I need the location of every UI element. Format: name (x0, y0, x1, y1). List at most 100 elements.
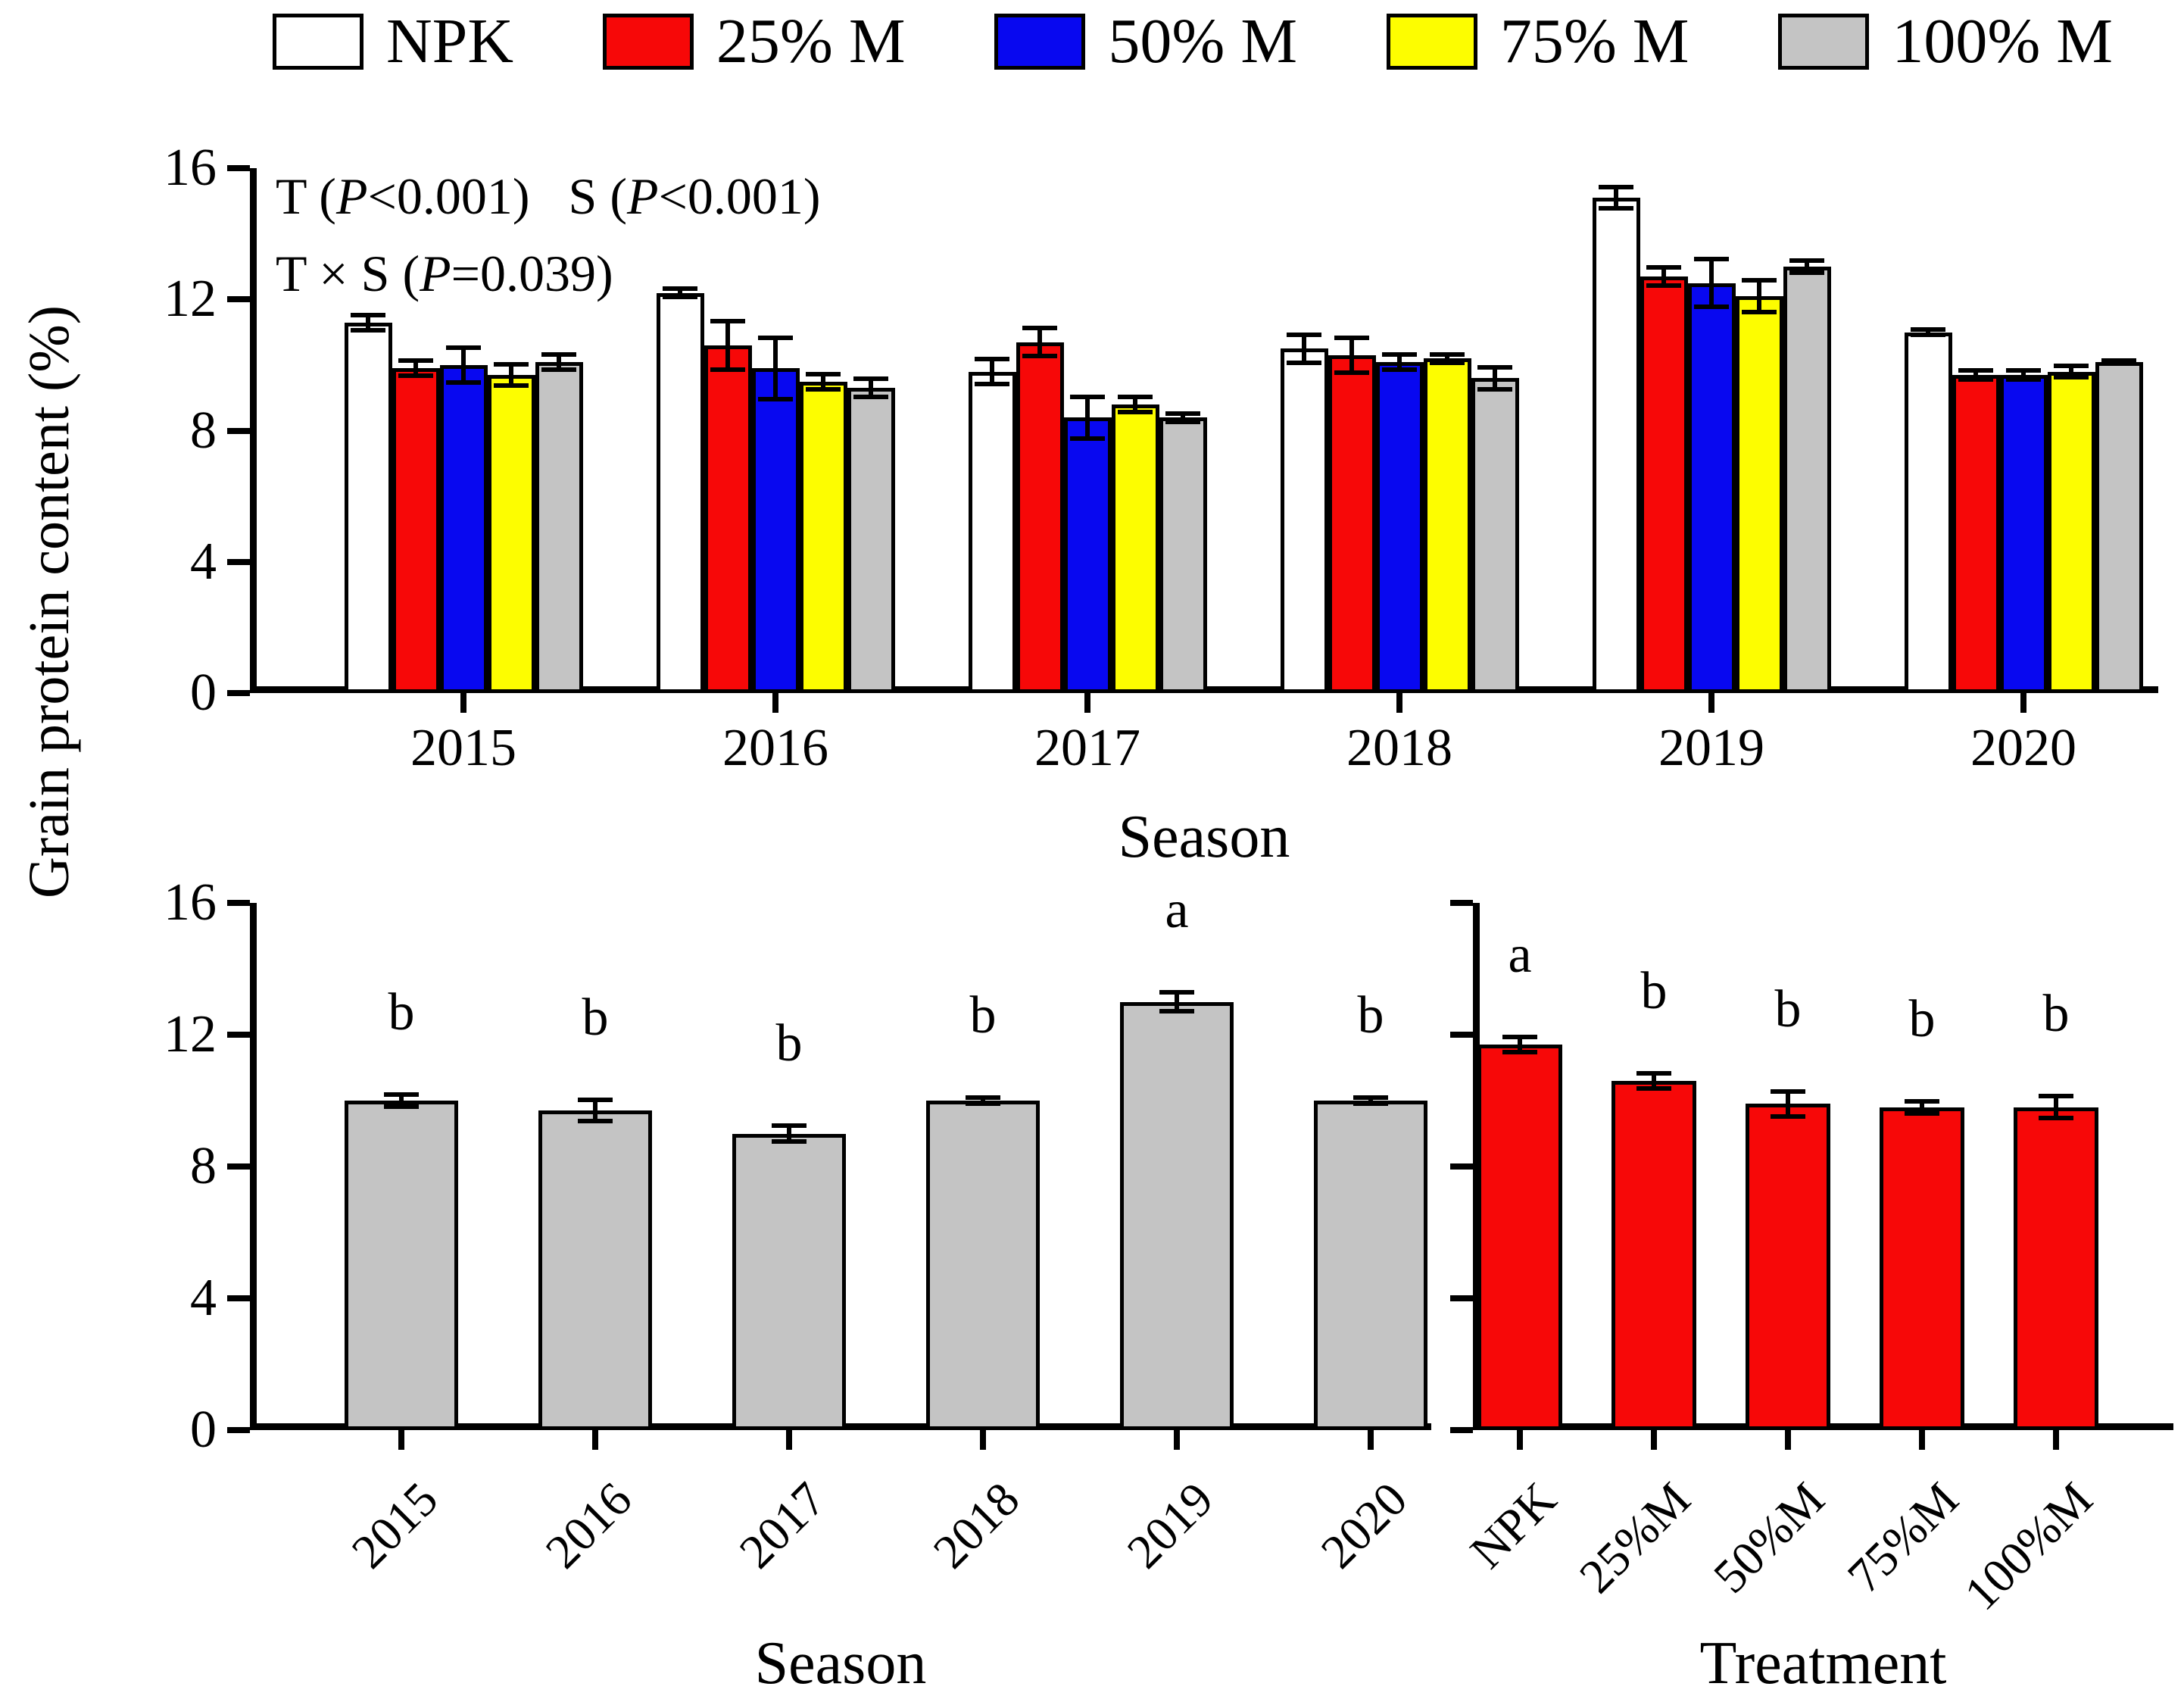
error-bar-line (2054, 1094, 2058, 1121)
error-bar (1502, 1035, 1537, 1055)
bar-season-means-2015 (345, 1101, 458, 1430)
error-bar-cap-bottom (1118, 409, 1153, 414)
error-bar-cap-top (1905, 1098, 1939, 1104)
error-bar-cap-top (2006, 368, 2041, 373)
bar-50M-2019 (1687, 283, 1736, 693)
error-bar-cap-top (1771, 1088, 1805, 1094)
error-bar (384, 1092, 419, 1109)
error-bar (1742, 278, 1777, 314)
error-bar-cap-bottom (663, 295, 697, 300)
error-bar-line (366, 312, 370, 333)
x-axis-category-label: 2019 (1658, 719, 1764, 777)
bar-NPK-2015 (344, 322, 392, 693)
error-bar-line (1302, 332, 1306, 365)
x-axis-category-label: 2015 (410, 719, 516, 777)
legend-swatch-icon (1386, 14, 1477, 70)
stats-annotation-line: T × S (P=0.039) (276, 245, 613, 302)
error-bar-cap-bottom (966, 1101, 1000, 1106)
error-bar-cap-top (541, 351, 576, 357)
bar-50M-2020 (1999, 374, 2048, 693)
bar-25M-2020 (1952, 374, 2000, 693)
error-bar-cap-bottom (2006, 376, 2041, 382)
error-bar-line (2021, 368, 2026, 382)
error-bar-cap-bottom (578, 1119, 613, 1124)
legend-swatch-icon (273, 14, 363, 70)
bar-75M-2018 (1423, 358, 1471, 693)
error-bar-cap-bottom (772, 1138, 807, 1144)
y-axis-tick-label: 8 (190, 1137, 217, 1195)
y-axis-tick (227, 1295, 250, 1301)
error-bar-cap-bottom (1599, 206, 1633, 211)
sig-letter: b (969, 986, 997, 1045)
error-bar-cap-top (1911, 327, 1945, 333)
bar-season-means-2016 (538, 1110, 652, 1430)
error-bar-line (1175, 990, 1179, 1013)
error-bar-cap-top (494, 361, 529, 367)
error-bar-cap-bottom (1905, 1110, 1939, 1116)
bar-25M-2018 (1328, 354, 1376, 693)
error-bar-line (821, 371, 825, 392)
bar-25M-2016 (704, 345, 752, 693)
y-axis-tick (227, 427, 250, 434)
y-axis-tick (227, 1427, 250, 1433)
error-bar-cap-bottom (1022, 354, 1057, 359)
x-axis-tick (772, 693, 778, 713)
bar-NPK-2018 (1280, 348, 1328, 693)
bar-25M-2019 (1640, 276, 1688, 693)
bar-75M-2020 (2047, 371, 2095, 693)
error-bar-line (1709, 256, 1714, 310)
error-bar-cap-top (1636, 1070, 1671, 1076)
error-bar-cap-bottom (541, 367, 576, 372)
bar-season-means-2017 (732, 1133, 846, 1430)
error-bar-cap-top (1159, 990, 1194, 995)
y-axis-tick (227, 1163, 250, 1170)
error-bar-line (1397, 351, 1402, 372)
error-bar-cap-bottom (494, 383, 529, 389)
legend-label: 100% M (1892, 6, 2113, 77)
error-bar-cap-bottom (1287, 360, 1321, 365)
x-axis-tick (2020, 693, 2026, 713)
x-axis-tick (1368, 1430, 1374, 1450)
error-bar-line (1349, 335, 1354, 375)
bar-NPK-2019 (1592, 197, 1640, 693)
error-bar-line (1926, 327, 1930, 338)
error-bar-cap-bottom (2039, 1116, 2073, 1121)
error-bar-line (1973, 368, 1978, 382)
sig-letter: a (1165, 881, 1189, 940)
error-bar-cap-bottom (1334, 370, 1369, 375)
x-axis-tick (460, 693, 466, 713)
x-axis-tick (1174, 1430, 1180, 1450)
error-bar-cap-bottom (2054, 375, 2089, 380)
error-bar-line (461, 345, 466, 385)
error-bar-cap-top (772, 1123, 807, 1129)
error-bar-cap-bottom (1070, 436, 1105, 441)
error-bar (1118, 394, 1153, 414)
error-bar (1430, 351, 1465, 365)
error-bar-line (509, 361, 513, 389)
legend: NPK 25% M 50% M 75% M 100% M (273, 8, 2113, 76)
y-axis-tick (227, 1032, 250, 1038)
error-bar (1599, 184, 1633, 211)
error-bar-cap-bottom (1502, 1050, 1537, 1055)
error-bar-cap-top (806, 371, 841, 376)
error-bar-cap-bottom (806, 386, 841, 392)
error-bar-cap-top (2039, 1094, 2073, 1099)
error-bar-cap-top (1646, 264, 1681, 270)
error-bar (398, 358, 433, 379)
error-bar-cap-top (1694, 256, 1729, 261)
error-bar (1159, 990, 1194, 1013)
error-bar-line (1757, 278, 1761, 314)
error-bar-cap-top (975, 357, 1009, 362)
error-bar-cap-top (1430, 351, 1465, 357)
error-bar (1694, 256, 1729, 310)
error-bar-cap-top (1022, 325, 1057, 330)
legend-swatch-icon (1778, 14, 1870, 70)
stats-annotation: T (P<0.001) S (P<0.001) T × S (P=0.039) (276, 158, 821, 312)
error-bar (578, 1097, 613, 1124)
error-bar-cap-top (398, 358, 433, 364)
error-bar-line (1181, 411, 1185, 424)
grouped-bar-chart-plot: 0 4 8 12 16 2015 2016 2017 2018 2019 2020 T (P<0.00… (164, 142, 2158, 775)
y-axis-tick (227, 296, 250, 303)
sig-letter: b (1908, 989, 1936, 1048)
